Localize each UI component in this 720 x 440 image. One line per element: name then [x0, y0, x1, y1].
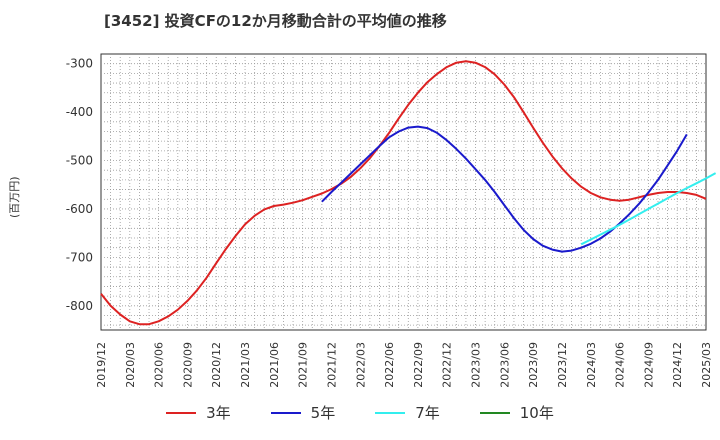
- legend-label: 3年: [206, 404, 231, 422]
- plot-frame: [100, 53, 707, 331]
- legend-item: 3年: [166, 402, 231, 423]
- legend-label: 10年: [519, 404, 554, 422]
- x-tick-label: 2022/09: [412, 342, 425, 388]
- series-line-3: [580, 172, 717, 246]
- x-tick-label: 2020/03: [124, 342, 137, 388]
- y-tick-label: -500: [66, 154, 93, 168]
- x-tick-label: 2023/03: [470, 342, 483, 388]
- chart-title: [3452] 投資CFの12か月移動合計の平均値の推移: [104, 12, 447, 30]
- x-tick-label: 2025/03: [700, 342, 713, 388]
- y-tick-label: -600: [66, 202, 93, 216]
- x-tick-label: 2020/12: [210, 342, 223, 388]
- legend-label: 5年: [310, 404, 336, 422]
- legend-swatch: [375, 411, 406, 414]
- x-tick-label: 2023/12: [556, 342, 569, 388]
- x-tick-label: 2024/06: [614, 342, 627, 388]
- x-tick-label: 2023/06: [498, 342, 511, 388]
- x-tick-label: 2024/12: [671, 342, 684, 388]
- x-tick-label: 2022/03: [354, 342, 367, 388]
- chart-area: -300 -400 -500 -600 -700 -800 2019/12 2020/03 20…: [66, 53, 717, 388]
- x-tick-label: 2019/12: [95, 342, 108, 388]
- x-tick-label: 2020/09: [181, 342, 194, 388]
- x-tick-label: 2021/09: [297, 342, 310, 388]
- legend-label: 7年: [415, 404, 440, 422]
- series-line-1: [100, 60, 707, 326]
- legend-item: 10年: [479, 402, 554, 423]
- x-tick-label: 2021/06: [268, 342, 281, 388]
- x-tick-label: 2020/06: [153, 342, 166, 388]
- x-tick-label: 2021/12: [325, 342, 338, 388]
- legend-item: 5年: [270, 402, 336, 423]
- x-tick-label: 2022/06: [383, 342, 396, 388]
- series-line-2: [321, 125, 688, 253]
- legend-swatch: [166, 411, 197, 414]
- y-tick-label: -800: [66, 299, 93, 313]
- legend-swatch: [479, 411, 510, 414]
- x-tick-label: 2021/03: [239, 342, 252, 388]
- legend-item: 7年: [375, 402, 440, 423]
- x-tick-label: 2022/12: [441, 342, 454, 388]
- legend-swatch: [270, 411, 301, 414]
- x-tick-label: 2023/09: [527, 342, 540, 388]
- legend: 3年 5年 7年 10年: [0, 402, 720, 423]
- y-tick-label: -400: [66, 105, 93, 119]
- x-tick-label: 2024/09: [642, 342, 655, 388]
- y-tick-label: -300: [66, 57, 93, 71]
- y-tick-label: -700: [66, 250, 93, 264]
- x-tick-label: 2024/03: [585, 342, 598, 388]
